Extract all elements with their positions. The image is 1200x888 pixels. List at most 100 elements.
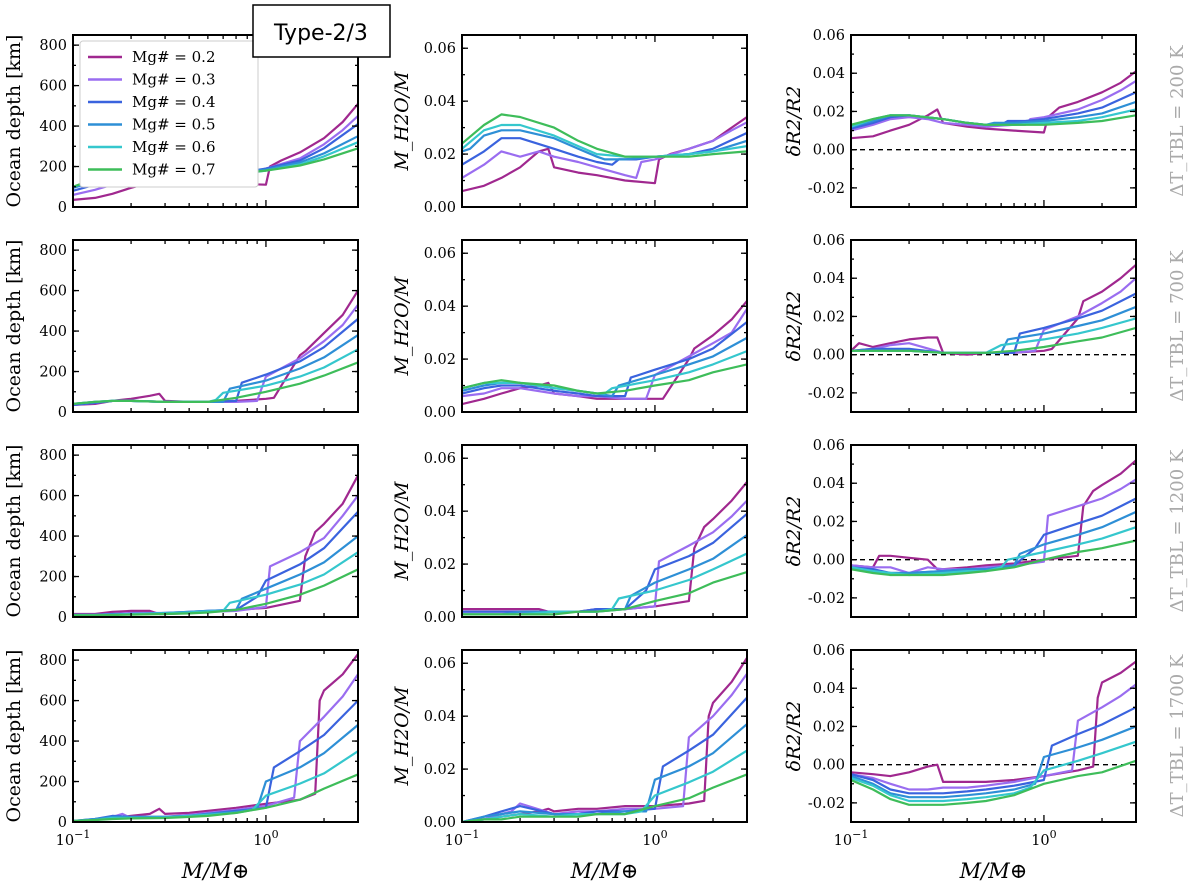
y-tick-label: 0.00 <box>424 610 456 626</box>
series-line-mg-3 <box>851 478 1136 575</box>
y-tick-label: 0.06 <box>424 656 456 672</box>
series-line-mg-7 <box>73 568 358 617</box>
y-axis-label: M_H2O/M <box>391 71 413 172</box>
y-tick-label: 0.02 <box>424 352 456 368</box>
y-tick-label: 400 <box>39 119 67 135</box>
panel-r0-c2: -0.02 0.00 0.02 0.04 0.06 <box>808 28 1137 208</box>
series-line-mg-4 <box>462 696 747 822</box>
y-tick-label: 0.04 <box>813 681 845 697</box>
y-axis-label: Ocean depth [km] <box>3 650 25 823</box>
y-tick-label: 0.04 <box>813 66 845 82</box>
y-tick-label: 0.06 <box>424 41 456 57</box>
series-line-mg-2 <box>851 263 1136 356</box>
x-tick-label: 100 <box>253 828 278 849</box>
series-line-mg-2 <box>851 459 1136 571</box>
y-axis-label: Ocean depth [km] <box>3 240 25 413</box>
series-line-mg-7 <box>462 773 747 822</box>
x-axis-label: M/M⊕ <box>959 859 1028 883</box>
y-tick-label: 0.00 <box>424 815 456 831</box>
series-line-mg-4 <box>851 497 1136 575</box>
y-tick-label: 0.06 <box>813 28 845 44</box>
series-line-mg-3 <box>73 304 358 406</box>
panel-r2-c2: -0.02 0.00 0.02 0.04 0.06 <box>808 438 1137 618</box>
y-tick-label: 200 <box>39 160 67 176</box>
y-tick-label: 600 <box>39 489 67 505</box>
x-tick-label: 10−1 <box>834 828 869 849</box>
panel-r0-c1: 0.00 0.02 0.04 0.06 <box>424 34 748 216</box>
series-line-mg-6 <box>462 123 747 158</box>
series-group <box>462 657 747 822</box>
y-axis-label: δR2/R2 <box>783 701 805 772</box>
series-group <box>73 653 358 822</box>
series-line-mg-3 <box>73 673 358 822</box>
y-tick-label: -0.02 <box>808 386 845 402</box>
y-axis-label: Ocean depth [km] <box>3 445 25 618</box>
series-line-mg-7 <box>851 114 1136 126</box>
y-tick-label: 200 <box>39 570 67 586</box>
axis-frame <box>850 649 1137 823</box>
y-tick-label: 600 <box>39 694 67 710</box>
y-tick-label: 200 <box>39 775 67 791</box>
y-tick-label: 0.02 <box>813 309 845 325</box>
y-tick-label: 0.00 <box>813 143 845 159</box>
series-group <box>851 263 1136 356</box>
series-line-mg-6 <box>851 740 1136 803</box>
y-tick-label: 800 <box>39 653 67 669</box>
y-axis-label: δR2/R2 <box>783 496 805 567</box>
series-group <box>462 300 747 406</box>
y-tick-label: 0.02 <box>424 147 456 163</box>
x-axis-label: M/M⊕ <box>570 859 639 883</box>
series-line-mg-6 <box>73 551 358 617</box>
figure-title-frame <box>252 4 391 58</box>
y-tick-label: 0.02 <box>813 104 845 120</box>
series-line-mg-3 <box>462 308 747 400</box>
y-tick-label: 0 <box>58 405 67 421</box>
series-group <box>851 70 1136 140</box>
y-tick-label: 0.00 <box>424 200 456 216</box>
panel-r2-c1: 0.00 0.02 0.04 0.06 <box>424 444 748 626</box>
row-label: ΔT_TBL = 700 K <box>1167 250 1188 402</box>
series-line-mg-7 <box>462 570 747 616</box>
legend-label: Mg# = 0.4 <box>132 93 216 111</box>
y-tick-label: 400 <box>39 529 67 545</box>
panel-r2-c0: 0 200 400 600 800 <box>39 444 359 626</box>
y-axis-label: M_H2O/M <box>391 686 413 787</box>
series-line-mg-3 <box>462 121 747 179</box>
series-line-mg-7 <box>851 539 1136 577</box>
series-line-mg-5 <box>73 334 358 405</box>
series-line-mg-6 <box>73 348 358 405</box>
x-tick-label: 10−1 <box>445 828 480 849</box>
y-axis-label: δR2/R2 <box>783 291 805 362</box>
x-tick-label: 10−1 <box>56 828 91 849</box>
row-label: ΔT_TBL = 1700 K <box>1167 654 1188 817</box>
series-line-mg-4 <box>73 511 358 617</box>
series-line-mg-2 <box>462 300 747 406</box>
axis-frame <box>461 239 748 413</box>
y-tick-label: 0.00 <box>813 553 845 569</box>
legend-label: Mg# = 0.5 <box>132 116 216 134</box>
series-line-mg-2 <box>73 653 358 822</box>
legend-label: Mg# = 0.3 <box>132 71 216 89</box>
series-line-mg-2 <box>73 474 358 616</box>
y-tick-label: 0.04 <box>424 504 456 520</box>
y-tick-label: 400 <box>39 324 67 340</box>
y-tick-label: 0.06 <box>424 451 456 467</box>
series-group <box>73 474 358 617</box>
y-tick-label: 800 <box>39 243 67 259</box>
y-tick-label: 200 <box>39 365 67 381</box>
x-axis-label: M/M⊕ <box>181 859 250 883</box>
panel-r3-c1: 0.00 0.02 0.04 0.06 10−1 100 <box>424 649 748 849</box>
y-tick-label: 0.02 <box>424 557 456 573</box>
series-line-mg-7 <box>73 361 358 405</box>
axis-frame <box>72 34 359 208</box>
axis-frame <box>72 239 359 413</box>
series-line-mg-7 <box>851 759 1136 806</box>
panels: 02004006008000.000.020.040.06-0.020.000.… <box>39 28 1137 849</box>
series-group <box>851 660 1136 806</box>
series-line-mg-3 <box>462 499 747 613</box>
panel-r1-c2: -0.02 0.00 0.02 0.04 0.06 <box>808 233 1137 413</box>
legend-label: Mg# = 0.6 <box>132 138 216 156</box>
y-axis-label: M_H2O/M <box>391 276 413 377</box>
legend-label: Mg# = 0.7 <box>132 161 216 179</box>
series-line-mg-4 <box>73 699 358 822</box>
